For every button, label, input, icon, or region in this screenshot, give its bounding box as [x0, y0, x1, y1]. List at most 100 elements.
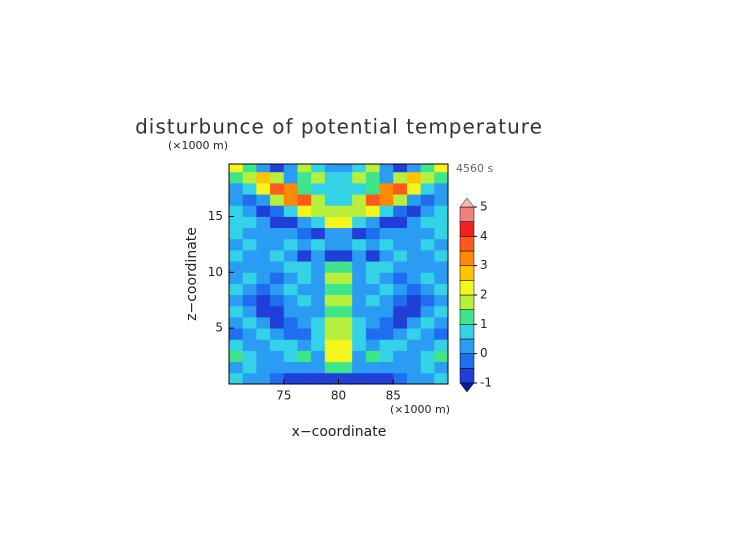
heat-cell: [229, 194, 244, 206]
heat-cell: [297, 361, 312, 374]
colorbar-segment: [459, 324, 475, 340]
heat-cell: [256, 305, 271, 318]
heat-cell: [270, 328, 285, 340]
heat-cell: [311, 305, 326, 318]
y-unit: (×1000 m): [168, 139, 228, 152]
colorbar-segment: [459, 206, 475, 222]
heat-cell: [420, 164, 435, 173]
heat-cell: [229, 171, 244, 184]
time-label: 4560 s: [456, 162, 493, 175]
heat-cell: [406, 171, 422, 184]
heat-cell: [242, 238, 257, 251]
heat-cell: [338, 238, 353, 251]
colorbar-tick-label: 0: [480, 346, 488, 360]
heat-cell: [270, 350, 285, 363]
heat-cell: [283, 164, 298, 173]
heat-cell: [393, 305, 408, 318]
heat-cell: [324, 350, 339, 363]
heat-cell: [352, 294, 367, 307]
heat-cell: [270, 182, 285, 195]
heat-cell: [297, 305, 312, 318]
heat-cell: [393, 272, 408, 284]
heat-cell: [270, 227, 285, 240]
heat-cell: [229, 372, 244, 384]
heat-cell: [242, 305, 257, 318]
heat-cell: [311, 238, 326, 251]
heat-cell: [434, 171, 448, 184]
heat-cell: [311, 283, 326, 296]
heat-cell: [365, 249, 380, 262]
heat-cell: [256, 238, 271, 251]
heat-cell: [379, 216, 394, 229]
heat-cell: [270, 339, 285, 351]
heat-cell: [352, 372, 367, 384]
heat-cell: [242, 372, 257, 384]
heat-cell: [311, 227, 326, 240]
colorbar-segment: [459, 309, 475, 325]
heat-cell: [434, 164, 448, 173]
heat-cell: [365, 238, 380, 251]
heat-cell: [420, 283, 435, 296]
heat-cell: [406, 249, 422, 262]
heat-cell: [379, 283, 394, 296]
heat-cell: [229, 283, 244, 296]
heat-cell: [229, 316, 244, 329]
heat-cell: [270, 194, 285, 206]
colorbar-under: [459, 382, 475, 393]
heat-cell: [229, 182, 244, 195]
heat-cell: [283, 272, 298, 284]
heat-cell: [420, 372, 435, 384]
heat-cell: [338, 372, 353, 384]
heat-cell: [434, 294, 448, 307]
heat-cell: [256, 164, 271, 173]
heat-cell: [420, 171, 435, 184]
heat-cell: [406, 305, 422, 318]
heat-cell: [393, 316, 408, 329]
heat-cell: [338, 205, 353, 217]
heat-cell: [297, 216, 312, 229]
heat-cell: [406, 294, 422, 307]
heat-cell: [229, 227, 244, 240]
heat-cell: [242, 227, 257, 240]
heat-cell: [352, 261, 367, 273]
heat-cell: [297, 316, 312, 329]
heat-cell: [229, 305, 244, 318]
heat-cell: [324, 372, 339, 384]
heat-cell: [365, 171, 380, 184]
heat-cell: [434, 249, 448, 262]
heat-cell: [283, 283, 298, 296]
heat-cell: [324, 294, 339, 307]
heat-cell: [324, 182, 339, 195]
heat-cell: [311, 361, 326, 374]
heat-cell: [406, 283, 422, 296]
heat-cell: [229, 261, 244, 273]
heat-cell: [338, 294, 353, 307]
heat-cell: [311, 350, 326, 363]
heat-cell: [379, 272, 394, 284]
heat-cell: [420, 182, 435, 195]
heat-cell: [297, 283, 312, 296]
heat-cell: [229, 216, 244, 229]
heat-cell: [406, 238, 422, 251]
heat-cell: [324, 227, 339, 240]
heat-cell: [406, 205, 422, 217]
heat-cell: [297, 272, 312, 284]
heat-cell: [338, 283, 353, 296]
heat-cell: [406, 361, 422, 374]
x-axis-label: x−coordinate: [292, 424, 387, 440]
heat-cell: [352, 305, 367, 318]
heat-cell: [324, 194, 339, 206]
heat-cell: [434, 238, 448, 251]
heat-cell: [283, 328, 298, 340]
heat-cell: [379, 261, 394, 273]
colorbar-tick-label: 3: [480, 258, 488, 272]
heat-cell: [324, 272, 339, 284]
heat-cell: [229, 205, 244, 217]
heat-cell: [324, 328, 339, 340]
heat-cell: [393, 194, 408, 206]
heat-cell: [256, 205, 271, 217]
heat-cell: [242, 272, 257, 284]
heat-cell: [352, 316, 367, 329]
heat-cell: [434, 350, 448, 363]
heat-cell: [242, 316, 257, 329]
